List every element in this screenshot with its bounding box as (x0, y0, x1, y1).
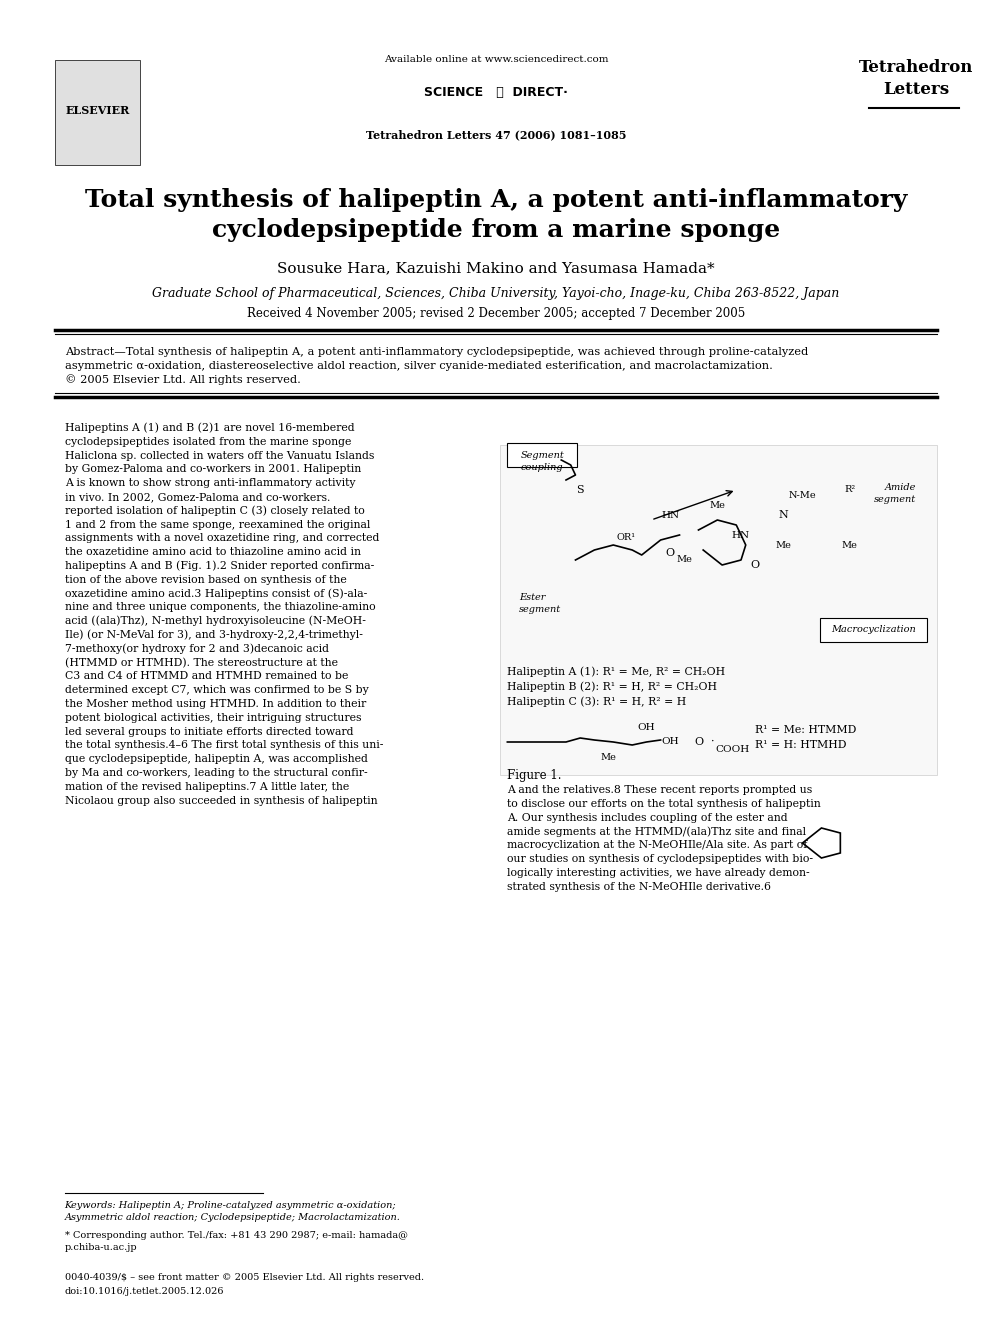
Text: Sousuke Hara, Kazuishi Makino and Yasumasa Hamada*: Sousuke Hara, Kazuishi Makino and Yasuma… (277, 261, 715, 275)
Text: our studies on synthesis of cyclodepsipeptides with bio-: our studies on synthesis of cyclodepsipe… (507, 855, 813, 864)
Text: ELSEVIER: ELSEVIER (65, 105, 130, 115)
Text: O: O (666, 548, 675, 558)
Text: in vivo. In 2002, Gomez-Paloma and co-workers.: in vivo. In 2002, Gomez-Paloma and co-wo… (64, 492, 330, 501)
Text: potent biological activities, their intriguing structures: potent biological activities, their intr… (64, 713, 361, 722)
FancyBboxPatch shape (500, 445, 936, 775)
Text: cyclodepsipeptides isolated from the marine sponge: cyclodepsipeptides isolated from the mar… (64, 437, 351, 447)
Text: ·: · (711, 737, 714, 747)
Text: OH: OH (662, 737, 679, 746)
Text: OH: OH (638, 724, 656, 733)
Text: to disclose our efforts on the total synthesis of halipeptin: to disclose our efforts on the total syn… (507, 799, 821, 808)
Text: COOH: COOH (715, 745, 750, 754)
Text: R¹ = Me: HTMMD: R¹ = Me: HTMMD (755, 725, 856, 736)
Text: O: O (693, 737, 703, 747)
Text: 0040-4039/$ – see front matter © 2005 Elsevier Ltd. All rights reserved.: 0040-4039/$ – see front matter © 2005 El… (64, 1274, 424, 1282)
Text: macrocyclization at the N-MeOHIle/Ala site. As part of: macrocyclization at the N-MeOHIle/Ala si… (507, 840, 807, 851)
Text: * Corresponding author. Tel./fax: +81 43 290 2987; e-mail: hamada@: * Corresponding author. Tel./fax: +81 43… (64, 1230, 408, 1240)
Text: the oxazetidine amino acid to thiazoline amino acid in: the oxazetidine amino acid to thiazoline… (64, 548, 361, 557)
Text: OR¹: OR¹ (616, 533, 635, 542)
Text: Received 4 November 2005; revised 2 December 2005; accepted 7 December 2005: Received 4 November 2005; revised 2 Dece… (247, 307, 745, 319)
Text: tion of the above revision based on synthesis of the: tion of the above revision based on synt… (64, 574, 346, 585)
Text: assignments with a novel oxazetidine ring, and corrected: assignments with a novel oxazetidine rin… (64, 533, 379, 544)
Text: Me: Me (776, 541, 792, 549)
Text: Available online at www.sciencedirect.com: Available online at www.sciencedirect.co… (384, 56, 608, 65)
Text: Halipeptin C (3): R¹ = H, R² = H: Halipeptin C (3): R¹ = H, R² = H (507, 697, 686, 708)
Text: HN: HN (661, 511, 680, 520)
Text: Figure 1.: Figure 1. (507, 770, 561, 782)
Text: Tetrahedron Letters 47 (2006) 1081–1085: Tetrahedron Letters 47 (2006) 1081–1085 (366, 130, 626, 140)
Text: N-Me: N-Me (789, 491, 816, 500)
Text: SCIENCE   ⓓ  DIRECT·: SCIENCE ⓓ DIRECT· (424, 86, 568, 98)
Text: Keywords: Halipeptin A; Proline-catalyzed asymmetric α-oxidation;: Keywords: Halipeptin A; Proline-catalyze… (64, 1200, 396, 1209)
Text: N: N (779, 509, 789, 520)
Text: que cyclodepsipeptide, halipeptin A, was accomplished: que cyclodepsipeptide, halipeptin A, was… (64, 754, 367, 765)
Text: Me: Me (842, 541, 858, 549)
Text: the total synthesis.4–6 The first total synthesis of this uni-: the total synthesis.4–6 The first total … (64, 741, 383, 750)
Text: the Mosher method using HTMHD. In addition to their: the Mosher method using HTMHD. In additi… (64, 699, 366, 709)
Text: R²: R² (844, 486, 855, 495)
Text: Segment: Segment (521, 451, 564, 459)
Text: nine and three unique components, the thiazoline-amino: nine and three unique components, the th… (64, 602, 375, 613)
Text: Abstract—Total synthesis of halipeptin A, a potent anti-inflammatory cyclodepsip: Abstract—Total synthesis of halipeptin A… (64, 347, 807, 357)
Text: led several groups to initiate efforts directed toward: led several groups to initiate efforts d… (64, 726, 353, 737)
Text: Halipeptin A (1): R¹ = Me, R² = CH₂OH: Halipeptin A (1): R¹ = Me, R² = CH₂OH (507, 667, 725, 677)
Text: Me: Me (600, 754, 616, 762)
Text: HN: HN (732, 531, 750, 540)
Text: Tetrahedron: Tetrahedron (859, 60, 973, 77)
Text: (HTMMD or HTMHD). The stereostructure at the: (HTMMD or HTMHD). The stereostructure at… (64, 658, 337, 668)
Text: cyclodepsipeptide from a marine sponge: cyclodepsipeptide from a marine sponge (212, 218, 780, 242)
Text: R¹ = H: HTMHD: R¹ = H: HTMHD (755, 740, 847, 750)
Text: coupling: coupling (521, 463, 563, 472)
FancyBboxPatch shape (56, 60, 140, 165)
Text: O: O (751, 560, 760, 570)
Text: 1 and 2 from the same sponge, reexamined the original: 1 and 2 from the same sponge, reexamined… (64, 520, 370, 529)
Text: S: S (576, 486, 584, 495)
Text: Ile) (or N-MeVal for 3), and 3-hydroxy-2,2,4-trimethyl-: Ile) (or N-MeVal for 3), and 3-hydroxy-2… (64, 630, 362, 640)
FancyBboxPatch shape (819, 618, 928, 642)
Text: Halipeptin B (2): R¹ = H, R² = CH₂OH: Halipeptin B (2): R¹ = H, R² = CH₂OH (507, 681, 717, 692)
Text: p.chiba-u.ac.jp: p.chiba-u.ac.jp (64, 1244, 137, 1253)
Text: strated synthesis of the N-MeOHIle derivative.6: strated synthesis of the N-MeOHIle deriv… (507, 881, 772, 892)
Text: © 2005 Elsevier Ltd. All rights reserved.: © 2005 Elsevier Ltd. All rights reserved… (64, 374, 301, 385)
Text: Amide: Amide (885, 483, 916, 492)
Text: Ester: Ester (519, 594, 545, 602)
Text: Asymmetric aldol reaction; Cyclodepsipeptide; Macrolactamization.: Asymmetric aldol reaction; Cyclodepsipep… (64, 1213, 401, 1222)
Text: reported isolation of halipeptin C (3) closely related to: reported isolation of halipeptin C (3) c… (64, 505, 364, 516)
Text: asymmetric α-oxidation, diastereoselective aldol reaction, silver cyanide-mediat: asymmetric α-oxidation, diastereoselecti… (64, 361, 773, 370)
Text: by Ma and co-workers, leading to the structural confir-: by Ma and co-workers, leading to the str… (64, 767, 367, 778)
Text: Nicolaou group also succeeded in synthesis of halipeptin: Nicolaou group also succeeded in synthes… (64, 795, 377, 806)
Text: C3 and C4 of HTMMD and HTMHD remained to be: C3 and C4 of HTMMD and HTMHD remained to… (64, 671, 348, 681)
Text: amide segments at the HTMMD/(ala)Thz site and final: amide segments at the HTMMD/(ala)Thz sit… (507, 826, 806, 836)
Text: halipeptins A and B (Fig. 1).2 Snider reported confirma-: halipeptins A and B (Fig. 1).2 Snider re… (64, 561, 374, 572)
Text: Letters: Letters (883, 82, 949, 98)
Text: A and the relatives.8 These recent reports prompted us: A and the relatives.8 These recent repor… (507, 785, 812, 795)
Text: Total synthesis of halipeptin A, a potent anti-inflammatory: Total synthesis of halipeptin A, a poten… (84, 188, 908, 212)
Text: oxazetidine amino acid.3 Halipeptins consist of (S)-ala-: oxazetidine amino acid.3 Halipeptins con… (64, 589, 367, 599)
Text: logically interesting activities, we have already demon-: logically interesting activities, we hav… (507, 868, 810, 877)
Text: by Gomez-Paloma and co-workers in 2001. Halipeptin: by Gomez-Paloma and co-workers in 2001. … (64, 464, 361, 475)
Text: Me: Me (709, 500, 725, 509)
Text: Graduate School of Pharmaceutical, Sciences, Chiba University, Yayoi-cho, Inage-: Graduate School of Pharmaceutical, Scien… (153, 287, 839, 299)
Text: Me: Me (677, 556, 692, 565)
Text: determined except C7, which was confirmed to be S by: determined except C7, which was confirme… (64, 685, 368, 695)
Text: acid ((ala)Thz), N-methyl hydroxyisoleucine (N-MeOH-: acid ((ala)Thz), N-methyl hydroxyisoleuc… (64, 617, 365, 627)
Text: 7-methoxy(or hydroxy for 2 and 3)decanoic acid: 7-methoxy(or hydroxy for 2 and 3)decanoi… (64, 643, 328, 654)
Text: Macrocyclization: Macrocyclization (831, 626, 916, 635)
Text: Halipeptins A (1) and B (2)1 are novel 16-membered: Halipeptins A (1) and B (2)1 are novel 1… (64, 423, 354, 433)
Text: segment: segment (874, 496, 916, 504)
Text: segment: segment (519, 606, 560, 614)
Text: Haliclona sp. collected in waters off the Vanuatu Islands: Haliclona sp. collected in waters off th… (64, 451, 374, 460)
Text: mation of the revised halipeptins.7 A little later, the: mation of the revised halipeptins.7 A li… (64, 782, 349, 791)
Text: doi:10.1016/j.tetlet.2005.12.026: doi:10.1016/j.tetlet.2005.12.026 (64, 1286, 224, 1295)
FancyBboxPatch shape (507, 443, 577, 467)
Text: A is known to show strong anti-inflammatory activity: A is known to show strong anti-inflammat… (64, 478, 355, 488)
Text: A. Our synthesis includes coupling of the ester and: A. Our synthesis includes coupling of th… (507, 812, 788, 823)
